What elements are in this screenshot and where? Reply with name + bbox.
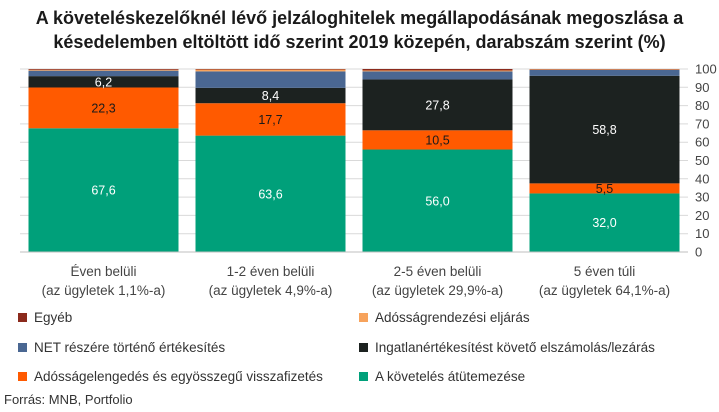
legend-swatch bbox=[359, 372, 368, 381]
legend-swatch bbox=[18, 313, 27, 322]
bar-segment-2-3 bbox=[362, 71, 513, 80]
y-tick-label-60: 60 bbox=[695, 135, 709, 150]
data-label-1-0: 63,6 bbox=[258, 187, 282, 201]
legend-swatch bbox=[359, 343, 368, 352]
legend-label: Ingatlanértékesítést követő elszámolás/l… bbox=[375, 340, 655, 355]
data-label-0-2: 6,2 bbox=[95, 75, 112, 89]
chart-title-line-2: késedelemben eltöltött idő szerint 2019 … bbox=[53, 32, 666, 52]
data-label-3-0: 32,0 bbox=[592, 216, 616, 230]
legend-item: Egyéb bbox=[18, 310, 72, 325]
chart-title-line-1: A követeléskezelőknél lévő jelzáloghitel… bbox=[35, 8, 684, 28]
y-tick-label-80: 80 bbox=[695, 98, 709, 113]
data-label-2-0: 56,0 bbox=[425, 194, 449, 208]
y-tick-label-20: 20 bbox=[695, 208, 709, 223]
bar-segment-0-1 bbox=[28, 87, 179, 129]
data-label-1-1: 17,7 bbox=[258, 113, 282, 127]
bar-segment-2-2 bbox=[362, 79, 513, 131]
bar-segment-3-3 bbox=[529, 69, 680, 76]
bar-segment-0-3 bbox=[28, 70, 179, 77]
bar-segment-3-1 bbox=[529, 183, 680, 194]
legend-swatch bbox=[18, 372, 27, 381]
x-tick-label-1-1: (az ügyletek 4,9%-a) bbox=[209, 283, 333, 298]
legend-label: NET részére történő értékesítés bbox=[34, 340, 226, 355]
legend-label: Egyéb bbox=[34, 310, 73, 325]
legend-item: Ingatlanértékesítést követő elszámolás/l… bbox=[359, 340, 655, 355]
bar-segment-2-5 bbox=[362, 69, 513, 71]
bar-segment-0-5 bbox=[28, 69, 179, 70]
bar-segment-2-4 bbox=[362, 70, 513, 72]
bar-segment-3-0 bbox=[529, 193, 680, 252]
data-label-3-2: 58,8 bbox=[592, 123, 616, 137]
bar-segment-3-4 bbox=[529, 69, 680, 70]
x-tick-label-0-0: Éven belüli bbox=[70, 264, 136, 279]
legend-label: Adósságrendezési eljárás bbox=[375, 310, 530, 325]
data-label-0-0: 67,6 bbox=[91, 184, 115, 198]
x-tick-label-2-0: 2-5 éven belüli bbox=[394, 264, 482, 279]
bar-segment-0-4 bbox=[28, 69, 179, 71]
x-tick-label-3-0: 5 éven túli bbox=[574, 264, 636, 279]
legend-swatch bbox=[18, 343, 27, 352]
legend-swatch bbox=[359, 313, 368, 322]
data-label-3-1: 5,5 bbox=[596, 182, 613, 196]
data-label-2-2: 27,8 bbox=[425, 98, 449, 112]
data-label-1-2: 8,4 bbox=[262, 89, 279, 103]
x-tick-label-1-0: 1-2 éven belüli bbox=[227, 264, 315, 279]
y-tick-label-90: 90 bbox=[695, 80, 709, 95]
bar-segment-1-0 bbox=[195, 135, 346, 252]
legend-item: A követelés átütemezése bbox=[359, 369, 525, 384]
y-tick-label-10: 10 bbox=[695, 226, 709, 241]
bar-segment-1-2 bbox=[195, 87, 346, 104]
y-tick-label-0: 0 bbox=[695, 245, 702, 260]
legend-item: NET részére történő értékesítés bbox=[18, 340, 225, 355]
x-tick-label-3-1: (az ügyletek 64,1%-a) bbox=[539, 283, 670, 298]
x-tick-label-0-1: (az ügyletek 1,1%-a) bbox=[42, 283, 166, 298]
legend-label: A követelés átütemezése bbox=[375, 369, 526, 384]
y-tick-label-40: 40 bbox=[695, 171, 709, 186]
legend-label: Adósságelengedés és egyösszegű visszafiz… bbox=[34, 369, 323, 384]
bar-segment-1-3 bbox=[195, 71, 346, 88]
y-tick-label-100: 100 bbox=[695, 62, 717, 77]
bar-segment-3-2 bbox=[529, 75, 680, 184]
bar-segment-1-1 bbox=[195, 103, 346, 136]
legend-item: Adósságelengedés és egyösszegű visszafiz… bbox=[18, 369, 323, 384]
y-tick-label-70: 70 bbox=[695, 116, 709, 131]
bar-segment-1-5 bbox=[195, 69, 346, 70]
bar-segment-1-4 bbox=[195, 69, 346, 72]
bar-segment-0-2 bbox=[28, 76, 179, 88]
data-label-0-1: 22,3 bbox=[91, 101, 115, 115]
y-tick-label-50: 50 bbox=[695, 153, 709, 168]
bar-segment-2-1 bbox=[362, 130, 513, 150]
data-label-2-1: 10,5 bbox=[425, 133, 449, 147]
source-note: Forrás: MNB, Portfolio bbox=[4, 392, 133, 407]
y-tick-label-30: 30 bbox=[695, 190, 709, 205]
legend-item: Adósságrendezési eljárás bbox=[359, 310, 530, 325]
x-tick-label-2-1: (az ügyletek 29,9%-a) bbox=[372, 283, 503, 298]
chart-title: A követeléskezelőknél lévő jelzáloghitel… bbox=[0, 6, 719, 54]
bar-segment-2-0 bbox=[362, 149, 513, 252]
bar-segment-0-0 bbox=[28, 128, 179, 252]
